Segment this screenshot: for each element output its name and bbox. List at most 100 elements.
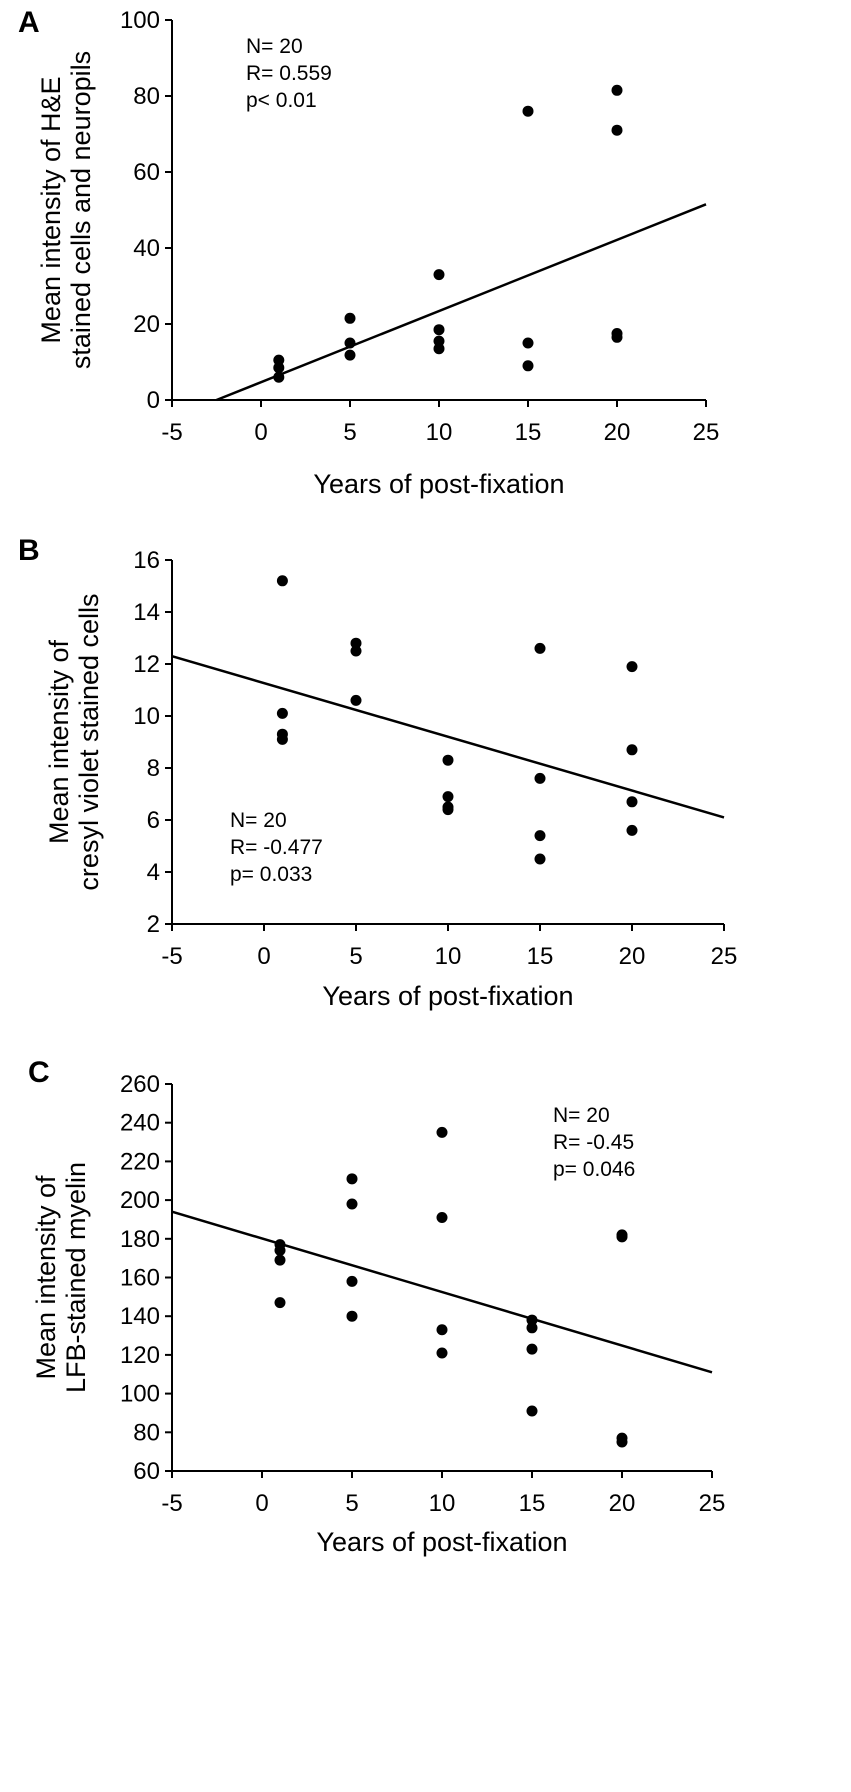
x-tick-label: 0 xyxy=(254,419,267,446)
data-point xyxy=(346,1310,358,1322)
panel-c: C 60 80 100 120 140 160 180 200 220 240 260 -5 0 5 10 15… xyxy=(28,1056,725,1557)
y-axis-title-line: Mean intensity of xyxy=(44,639,74,844)
stat-annotation: p= 0.046 xyxy=(553,1158,635,1181)
y-tick-label: 140 xyxy=(120,1303,160,1330)
x-tick-label: 5 xyxy=(349,943,362,970)
x-axis-title: Years of post-fixation xyxy=(322,981,573,1011)
y-axis-title-line: Mean intensity of H&E xyxy=(36,76,66,343)
x-tick-label: 10 xyxy=(429,1490,456,1517)
x-tick-label: 0 xyxy=(257,943,270,970)
data-point xyxy=(344,349,356,361)
x-tick-label: 20 xyxy=(604,419,631,446)
data-point xyxy=(276,733,288,745)
y-tick-label: 120 xyxy=(120,1342,160,1369)
x-tick-label: 15 xyxy=(515,419,542,446)
data-point xyxy=(442,791,454,803)
y-tick-label: 2 xyxy=(147,911,160,938)
data-point xyxy=(442,754,454,766)
y-tick-label: 8 xyxy=(147,755,160,782)
y-tick-label: 10 xyxy=(133,703,160,730)
y-tick-label: 0 xyxy=(147,387,160,414)
data-point xyxy=(273,354,285,366)
x-tick-label: 20 xyxy=(609,1490,636,1517)
data-point xyxy=(350,694,362,706)
data-point xyxy=(346,1275,358,1287)
data-point xyxy=(436,1347,448,1359)
data-point xyxy=(522,105,534,117)
y-tick-label: 220 xyxy=(120,1148,160,1175)
y-tick-label: 160 xyxy=(120,1265,160,1292)
data-point xyxy=(526,1314,538,1326)
y-axis-title-line: stained cells and neuropils xyxy=(66,51,96,369)
data-point xyxy=(534,642,546,654)
data-point xyxy=(276,575,288,587)
data-point xyxy=(344,337,356,349)
x-tick-label: 25 xyxy=(699,1490,726,1517)
x-tick-label: 25 xyxy=(693,419,720,446)
data-point xyxy=(274,1297,286,1309)
x-tick-label: 25 xyxy=(711,943,738,970)
y-tick-label: 80 xyxy=(133,1419,160,1446)
x-tick-label: 15 xyxy=(527,943,554,970)
data-point xyxy=(274,1244,286,1256)
panel-b: B 2 4 6 8 10 12 14 16 -5 0 5 10 15 20 25 Years of post-f… xyxy=(18,534,737,1011)
data-point xyxy=(626,824,638,836)
stat-annotation: N= 20 xyxy=(246,35,303,58)
x-axis-title: Years of post-fixation xyxy=(316,1527,567,1557)
y-tick-label: 60 xyxy=(133,1458,160,1485)
panel-letter: C xyxy=(28,1056,50,1089)
y-axis-title-line: LFB-stained myelin xyxy=(61,1162,91,1393)
data-point xyxy=(526,1343,538,1355)
y-tick-label: 14 xyxy=(133,599,160,626)
data-point xyxy=(433,335,445,347)
y-tick-label: 100 xyxy=(120,7,160,34)
data-point xyxy=(611,84,623,96)
regression-line xyxy=(171,655,725,819)
data-point xyxy=(526,1322,538,1334)
data-point xyxy=(534,772,546,784)
stat-annotation: p< 0.01 xyxy=(246,89,317,112)
data-point xyxy=(522,337,534,349)
x-axis-title: Years of post-fixation xyxy=(313,469,564,499)
y-axis-title-line: cresyl violet stained cells xyxy=(74,593,104,890)
data-point xyxy=(433,343,445,355)
data-point xyxy=(346,1173,358,1185)
y-tick-label: 60 xyxy=(133,159,160,186)
y-tick-label: 20 xyxy=(133,311,160,338)
stat-annotation: p= 0.033 xyxy=(230,863,312,886)
data-point xyxy=(611,331,623,343)
data-point xyxy=(273,362,285,374)
data-point xyxy=(276,707,288,719)
x-tick-label: 10 xyxy=(426,419,453,446)
x-tick-label: 5 xyxy=(343,419,356,446)
stat-annotation: R= -0.477 xyxy=(230,836,323,859)
x-tick-label: 20 xyxy=(619,943,646,970)
y-tick-label: 240 xyxy=(120,1110,160,1137)
data-point xyxy=(626,661,638,673)
data-point xyxy=(433,269,445,281)
data-point xyxy=(344,312,356,324)
y-tick-label: 4 xyxy=(147,859,160,886)
y-axis-title-line: Mean intensity of xyxy=(31,1175,61,1380)
stat-annotation: N= 20 xyxy=(230,809,287,832)
data-point xyxy=(616,1436,628,1448)
data-point xyxy=(436,1126,448,1138)
data-point xyxy=(436,1212,448,1224)
y-tick-label: 180 xyxy=(120,1226,160,1253)
data-point xyxy=(526,1405,538,1417)
data-point xyxy=(522,360,534,372)
data-point xyxy=(350,645,362,657)
data-point xyxy=(350,637,362,649)
y-tick-label: 200 xyxy=(120,1187,160,1214)
stat-annotation: R= 0.559 xyxy=(246,62,332,85)
data-point xyxy=(346,1198,358,1210)
data-point xyxy=(611,124,623,136)
x-tick-label: 0 xyxy=(255,1490,268,1517)
y-tick-label: 12 xyxy=(133,651,160,678)
y-tick-label: 6 xyxy=(147,807,160,834)
x-tick-label: -5 xyxy=(161,943,182,970)
x-tick-label: 5 xyxy=(345,1490,358,1517)
y-tick-label: 80 xyxy=(133,83,160,110)
x-tick-label: -5 xyxy=(161,1490,182,1517)
